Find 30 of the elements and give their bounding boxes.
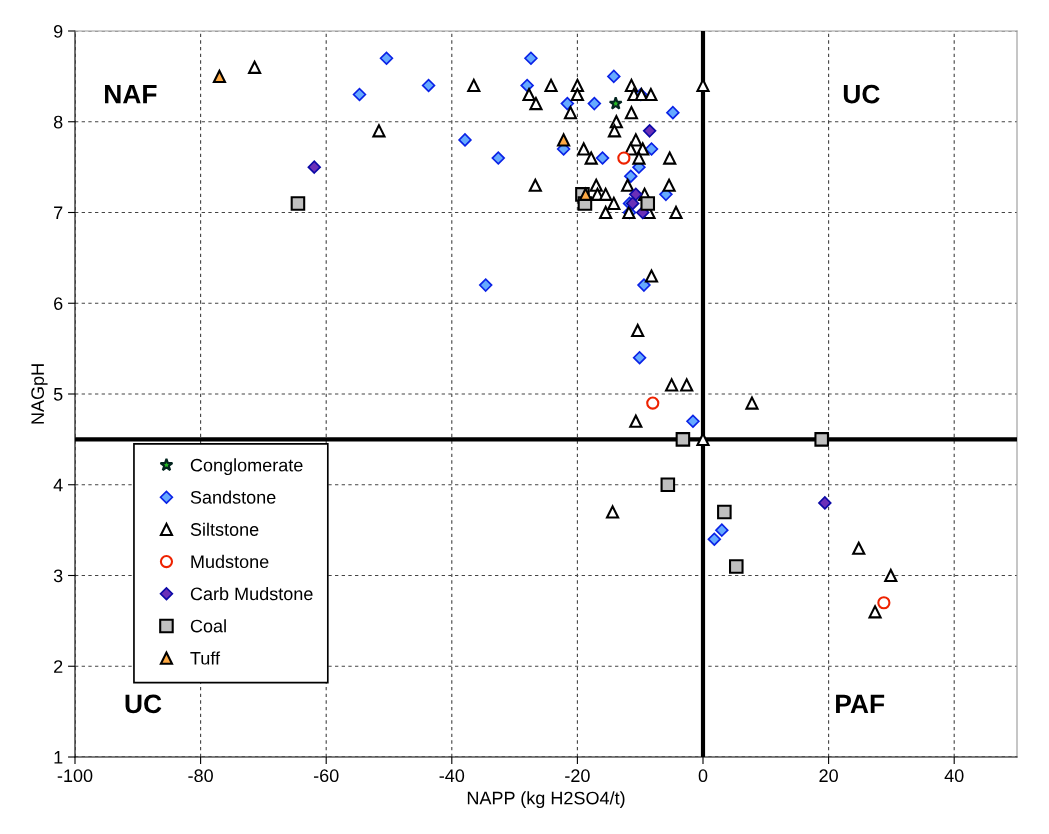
legend-label: Siltstone [190, 522, 259, 536]
y-tick-label: 6 [54, 297, 63, 310]
legend-label: Mudstone [191, 554, 269, 569]
x-tick-label: -20 [565, 769, 590, 783]
y-tick-label: 8 [53, 115, 63, 129]
annotation: PAF [836, 694, 885, 713]
x-tick-label: -80 [188, 769, 213, 783]
y-tick-label: 9 [54, 24, 63, 38]
legend-label: Tuff [190, 651, 221, 665]
x-tick-label: -40 [439, 769, 465, 783]
annotation: UC [125, 694, 162, 714]
x-tick-label: 20 [819, 769, 838, 783]
x-tick-label: 0 [698, 769, 708, 783]
y-tick-label: 1 [54, 751, 63, 764]
x-tick-label: -100 [57, 769, 93, 783]
x-tick-label: -60 [313, 769, 339, 783]
y-tick-label: 4 [53, 478, 63, 492]
y-tick-label: 2 [54, 660, 63, 673]
x-tick-label: 40 [944, 769, 964, 783]
x-axis-title: NAPP (kg H2SO4/t) [467, 791, 625, 809]
y-axis-title: NAGpH [31, 364, 48, 424]
legend-label: Sandstone [190, 490, 276, 504]
annotation: UC [843, 84, 880, 104]
legend-label: Carb Mudstone [190, 587, 313, 601]
legend-label: Conglomerate [190, 458, 303, 476]
annotation: NAF [105, 85, 157, 104]
legend-label: Coal [190, 619, 226, 633]
y-tick-label: 5 [53, 388, 63, 401]
y-tick-label: 3 [53, 569, 63, 583]
y-tick-label: 7 [54, 206, 63, 220]
